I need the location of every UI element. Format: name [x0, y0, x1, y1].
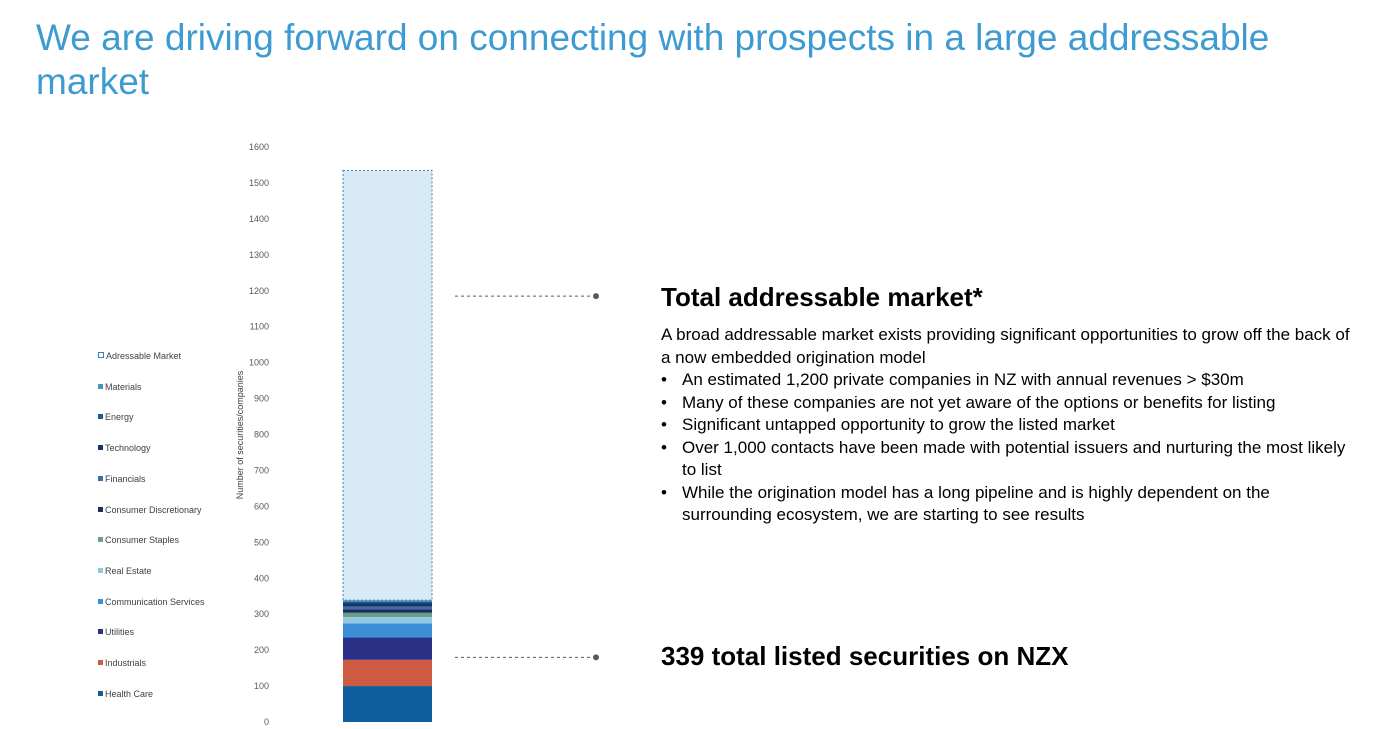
bar-segment-consumer-staples: [343, 612, 432, 618]
y-tick-label: 1400: [249, 214, 269, 224]
y-tick-label: 400: [254, 573, 269, 583]
tam-bullet: • While the origination model has a long …: [661, 482, 1351, 527]
legend-item-utilities: Utilities: [98, 626, 134, 638]
legend-item-financials: Financials: [98, 473, 146, 485]
legend-label: Financials: [105, 473, 146, 484]
bar-segment-energy: [343, 601, 432, 604]
tam-bullet: • An estimated 1,200 private companies in…: [661, 369, 1351, 392]
legend-item-energy: Energy: [98, 411, 134, 423]
legend-swatch: [98, 629, 103, 635]
tam-bullet-text: Many of these companies are not yet awar…: [682, 392, 1276, 412]
legend-swatch: [98, 414, 103, 420]
legend-label: Health Care: [105, 688, 154, 699]
y-tick-label: 1100: [250, 322, 269, 332]
legend-swatch: [98, 352, 104, 358]
y-tick-label: 800: [254, 430, 269, 440]
legend-label: Real Estate: [105, 565, 152, 576]
legend-item-health-care: Health Care: [98, 688, 153, 700]
legend-swatch: [98, 690, 103, 696]
y-tick-label: 1500: [249, 178, 269, 188]
bullet-dot: •: [661, 392, 667, 412]
y-tick-label: 200: [254, 645, 269, 655]
tam-description: A broad addressable market exists provid…: [661, 325, 1350, 367]
legend-label: Industrials: [105, 658, 147, 668]
legend-swatch: [98, 598, 103, 604]
legend-label: Energy: [105, 412, 134, 423]
legend-swatch: [98, 660, 103, 665]
bar-segment-consumer-discretionary: [343, 609, 432, 613]
bar-segment-adressable-market: [342, 169, 433, 601]
y-tick-label: 1300: [249, 250, 269, 260]
legend-item-industrials: Industrials: [98, 657, 146, 669]
y-tick-label: 900: [254, 394, 269, 404]
bar-segment-technology: [343, 603, 432, 607]
legend-label: Adressable Market: [106, 351, 182, 361]
y-tick-label: 1000: [249, 358, 269, 368]
tam-bullet: • Over 1,000 contacts have been made with…: [661, 437, 1351, 482]
nzx-heading: 339 total listed securities on NZX: [661, 641, 1069, 671]
bar-segment-health-care: [343, 686, 432, 722]
legend-swatch: [98, 445, 103, 451]
tam-bullet-text: An estimated 1,200 private companies in …: [682, 370, 1244, 389]
legend-label: Communication Services: [105, 596, 205, 607]
legend-swatch: [98, 537, 103, 543]
legend-item-communication-services: Communication Services: [98, 596, 205, 608]
legend-swatch: [98, 383, 103, 389]
bar-segment-communication-services: [343, 623, 432, 638]
legend-item-adressable-market: Adressable Market: [98, 350, 181, 362]
y-tick-label: 700: [254, 465, 269, 475]
legend-label: Utilities: [105, 627, 135, 638]
y-tick-label: 100: [254, 681, 269, 691]
legend-swatch: [98, 567, 103, 573]
tam-connector-dot: [593, 293, 599, 300]
tam-bullet: • Significant untapped opportunity to gro…: [661, 414, 1351, 437]
y-axis-label: Number of securities/companies: [235, 370, 245, 499]
bullet-dot: •: [661, 415, 667, 434]
bullet-dot: •: [661, 437, 667, 457]
tam-bullet: • Many of these companies are not yet awa…: [661, 392, 1351, 415]
y-tick-label: 0: [264, 717, 269, 727]
y-tick-label: 500: [254, 537, 269, 547]
legend-item-consumer-discretionary: Consumer Discretionary: [98, 504, 202, 516]
tam-bullet-list: • An estimated 1,200 private companies in…: [661, 369, 1351, 527]
bar-segment-real-estate: [343, 617, 432, 624]
legend-item-real-estate: Real Estate: [98, 565, 152, 577]
tam-bullet-text: While the origination model has a long p…: [682, 482, 1270, 525]
y-tick-label: 300: [254, 609, 269, 619]
legend-label: Consumer Discretionary: [105, 504, 202, 515]
y-tick-label: 1200: [249, 286, 269, 296]
bar-segment-industrials: [343, 659, 432, 687]
legend-label: Materials: [105, 381, 142, 392]
nzx-connector-dot: [593, 654, 599, 661]
y-tick-label: 1600: [249, 142, 269, 152]
y-tick-label: 600: [254, 501, 269, 511]
legend-swatch: [98, 475, 103, 481]
legend-item-technology: Technology: [98, 442, 151, 454]
tam-bullet-text: Significant untapped opportunity to grow…: [682, 415, 1115, 434]
bar-segment-materials: [343, 600, 432, 602]
tam-heading: Total addressable market*: [661, 282, 983, 312]
bar-segment-financials: [343, 606, 432, 610]
bar-segment-utilities: [343, 637, 432, 660]
tam-bullet-text: Over 1,000 contacts have been made with …: [682, 437, 1346, 480]
page-title: We are driving forward on connecting wit…: [36, 17, 1270, 102]
legend-label: Technology: [105, 443, 151, 454]
legend-label: Consumer Staples: [105, 535, 180, 546]
legend-item-materials: Materials: [98, 381, 142, 393]
bullet-dot: •: [661, 482, 667, 502]
legend-item-consumer-staples: Consumer Staples: [98, 534, 179, 546]
legend-swatch: [98, 506, 103, 512]
bullet-dot: •: [661, 370, 667, 389]
